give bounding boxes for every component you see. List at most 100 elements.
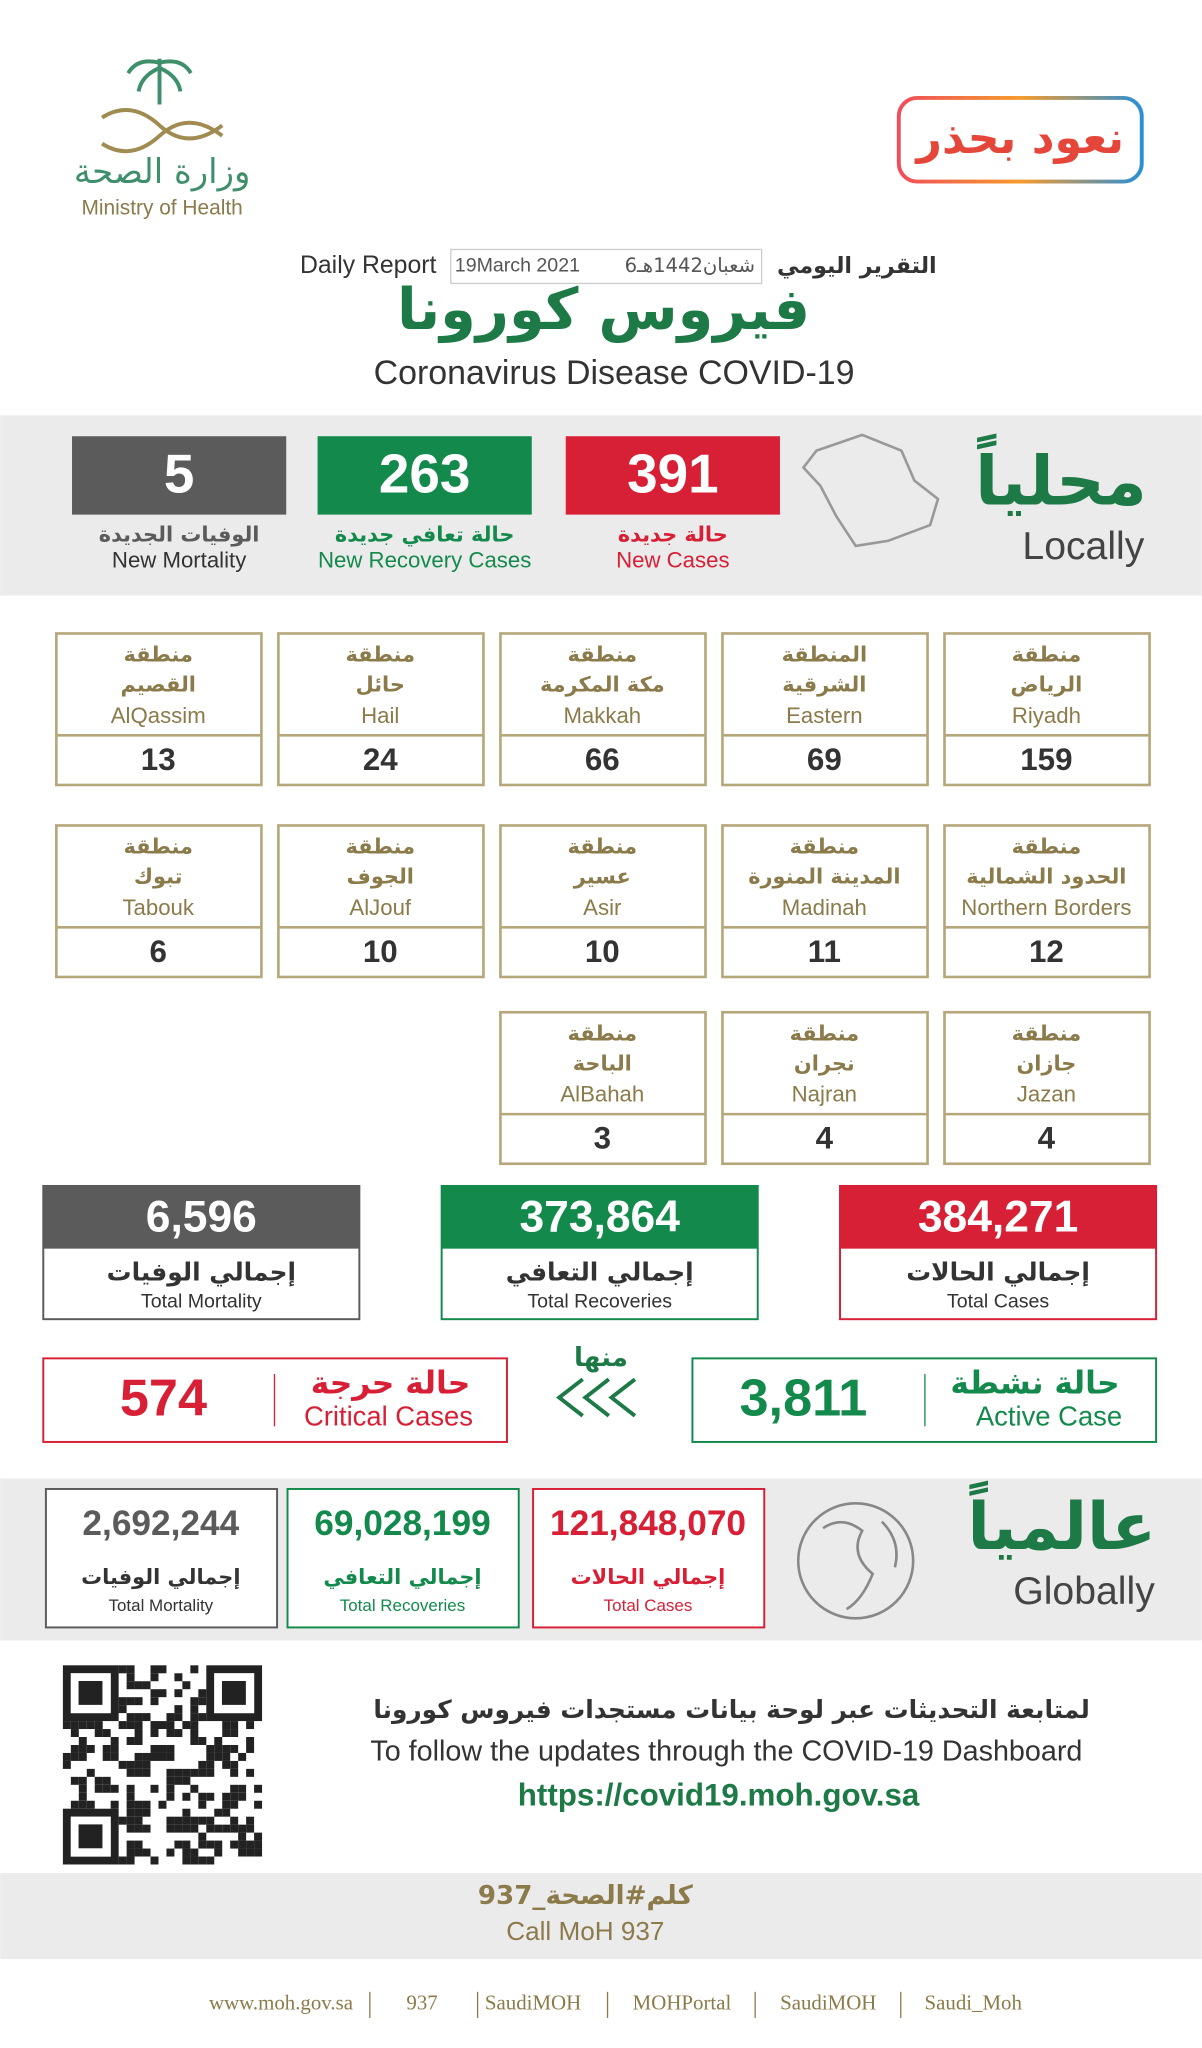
region-prefix: منطقة (123, 643, 192, 667)
qr-cell (150, 1673, 159, 1682)
qr-cell (246, 1737, 255, 1745)
qr-cell (190, 1784, 199, 1793)
qr-cell (246, 1840, 255, 1849)
qr-cell (198, 1713, 207, 1722)
qr-cell (126, 1768, 135, 1777)
url: https://covid19.moh.gov.sa (518, 1778, 920, 1813)
region-value: 4 (816, 1121, 834, 1156)
region-value: 11 (808, 934, 841, 969)
qr-cell (118, 1816, 127, 1825)
local-stat-ar: حالة تعافي جديدة (335, 523, 515, 547)
qr-cell (142, 1848, 151, 1857)
qr-cell (142, 1768, 151, 1777)
ministry-en: Ministry of Health (82, 196, 243, 219)
qr-cell (150, 1721, 159, 1730)
region-prefix: منطقة (568, 643, 637, 667)
footer-link: MOHPortal (633, 1991, 732, 2015)
region-prefix: منطقة (568, 835, 637, 859)
qr-cell (150, 1856, 159, 1865)
region-value: 159 (1020, 742, 1072, 777)
region-en: AlQassim (111, 703, 206, 728)
report-en: Daily Report (300, 252, 437, 279)
title-ar: فيروس كورونا (397, 276, 810, 344)
region-value: 4 (1038, 1121, 1056, 1156)
qr-cell (254, 1832, 263, 1841)
region-en: Asir (583, 895, 622, 920)
qr-cell (110, 1784, 119, 1793)
qr-cell (182, 1792, 191, 1801)
qr-cell (118, 1705, 127, 1714)
region-box (55, 632, 263, 787)
qr-cell (70, 1721, 79, 1730)
qr-cell (190, 1665, 199, 1674)
qr-cell (238, 1752, 247, 1761)
qr-cell (182, 1681, 191, 1690)
qr-cell (230, 1816, 239, 1825)
qr-cell (206, 1752, 215, 1761)
footer-link: 937 (406, 1991, 437, 2015)
total-ar: إجمالي التعافي (506, 1257, 694, 1286)
qr-cell (190, 1705, 199, 1714)
region-ar: الشرقية (782, 673, 866, 697)
qr-cell (198, 1816, 207, 1825)
qr-cell (150, 1665, 159, 1674)
qr-cell (134, 1800, 143, 1809)
region-prefix: منطقة (1012, 835, 1081, 859)
qr-cell (150, 1697, 159, 1706)
date-box (450, 248, 763, 285)
qr-cell (238, 1840, 247, 1849)
qr-cell (230, 1784, 239, 1793)
arrow (582, 1377, 611, 1418)
qr-cell (198, 1697, 207, 1706)
qr-cell (222, 1792, 231, 1801)
footer-link: www.moh.gov.sa (209, 1991, 353, 2015)
local-stat-ar: الوفيات الجديدة (99, 523, 260, 547)
qr-cell (174, 1673, 183, 1682)
global-stat-value: 69,028,199 (314, 1504, 490, 1543)
qr-cell (214, 1824, 223, 1833)
local-stat-ar: حالة جديدة (618, 523, 728, 547)
qr-cell (126, 1713, 135, 1722)
qr-cell (174, 1768, 183, 1777)
region-en: AlJouf (349, 895, 412, 920)
qr-cell (78, 1737, 87, 1745)
campaign: نعود بحذر (914, 113, 1124, 164)
qr-cell (134, 1697, 143, 1706)
global-stat-en: Total Mortality (109, 1596, 214, 1615)
saudi-map (801, 433, 940, 548)
region-box (499, 1010, 707, 1166)
global-stat-box (44, 1488, 279, 1629)
qr-cell (166, 1776, 175, 1785)
qr-cell (246, 1768, 255, 1777)
qr-cell (110, 1752, 119, 1761)
globe (796, 1502, 915, 1620)
region-value: 24 (363, 742, 398, 777)
qr-cell (134, 1824, 143, 1833)
total-en: Total Mortality (141, 1290, 262, 1312)
qr-cell (126, 1808, 135, 1817)
qr-cell (198, 1800, 207, 1809)
qr-cell (166, 1744, 175, 1753)
qr-cell (230, 1721, 239, 1730)
qr-cell (222, 1729, 231, 1738)
region-box (943, 632, 1151, 787)
qr-cell (230, 1768, 239, 1777)
qr-cell (78, 1776, 87, 1785)
critical-en: Critical Cases (304, 1401, 473, 1432)
qr-cell (182, 1848, 191, 1857)
qr-cell (206, 1856, 215, 1865)
qr-cell (142, 1681, 151, 1690)
qr-cell (214, 1744, 223, 1753)
region-prefix: منطقة (568, 1021, 637, 1045)
local-label-ar: محلياً (975, 433, 1147, 522)
qr-cell (182, 1808, 191, 1817)
qr-cell (246, 1848, 255, 1857)
qr-cell (230, 1824, 239, 1833)
region-prefix: منطقة (346, 835, 415, 859)
qr-cell (238, 1824, 247, 1833)
qr-cell (230, 1744, 239, 1753)
qr-cell (190, 1697, 199, 1706)
region-value: 69 (807, 742, 842, 777)
region-ar: الباحة (573, 1051, 632, 1075)
